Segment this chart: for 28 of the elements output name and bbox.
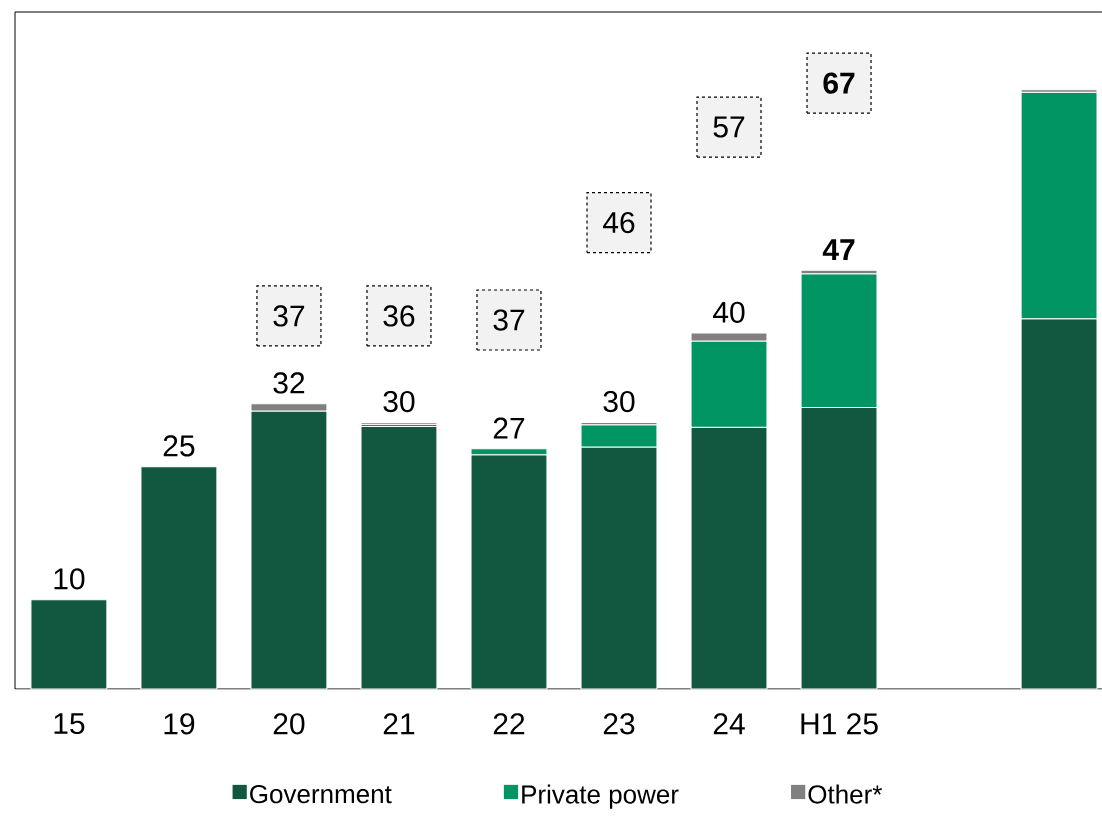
x-tick-label: 19: [164, 713, 195, 735]
legend-label: Other*: [808, 784, 882, 804]
x-tick-label: 20: [273, 713, 305, 735]
bar: [140, 466, 218, 690]
x-tick-label: H1 25: [801, 713, 878, 735]
legend-label: Private power: [522, 784, 679, 809]
x-tick-label: 21: [383, 713, 415, 735]
annotation: 37: [493, 309, 525, 331]
annotation: 46: [603, 211, 635, 234]
annotation: 25: [163, 435, 195, 457]
annotation: 27: [493, 417, 525, 439]
annotation: 32: [273, 372, 305, 394]
x-tick-label: 24: [713, 713, 745, 735]
annotation: 37: [273, 305, 305, 327]
annotation: 10: [54, 568, 85, 590]
legend-label: Government: [250, 784, 392, 804]
x-tick-label: 23: [603, 713, 635, 735]
x-tick-label: 22: [493, 713, 525, 735]
x-tick-label: 15: [54, 713, 85, 735]
bar: [30, 599, 108, 690]
annotation: 57: [713, 116, 745, 138]
annotation: 30: [603, 390, 635, 413]
bar: [360, 426, 438, 690]
annotation: 40: [713, 301, 745, 323]
annotation: 36: [383, 305, 415, 327]
annotation: 47: [822, 239, 855, 261]
annotation: 67: [823, 72, 855, 94]
annotation: 30: [383, 390, 415, 413]
